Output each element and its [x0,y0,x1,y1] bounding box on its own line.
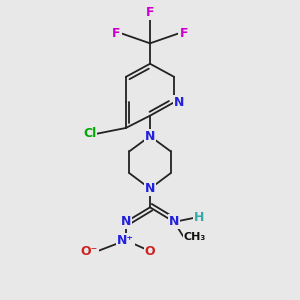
Text: F: F [146,5,154,19]
Text: N: N [145,182,155,195]
Text: O⁻: O⁻ [80,244,98,258]
Text: N: N [174,96,184,109]
Text: O: O [145,244,155,258]
Text: N: N [169,215,179,228]
Text: F: F [112,27,121,40]
Text: N: N [145,130,155,142]
Text: Cl: Cl [83,127,96,140]
Text: CH₃: CH₃ [184,232,206,242]
Text: N⁺: N⁺ [117,234,134,247]
Text: H: H [194,211,205,224]
Text: N: N [121,215,131,228]
Text: F: F [179,27,188,40]
